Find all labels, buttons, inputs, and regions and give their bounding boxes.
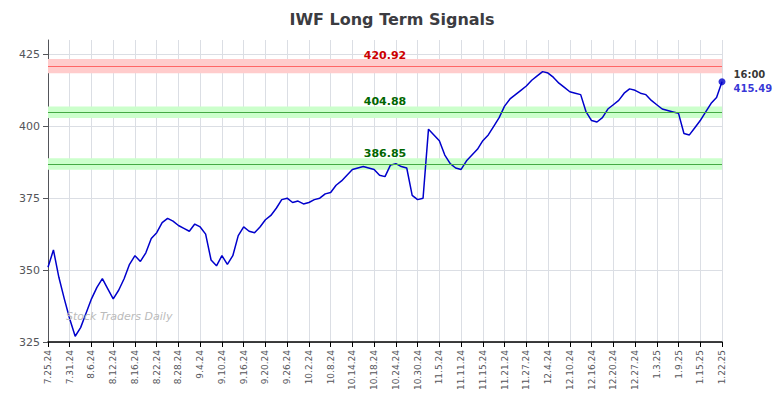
svg-text:9.26.24: 9.26.24 bbox=[282, 350, 292, 385]
svg-text:8.6.24: 8.6.24 bbox=[86, 350, 96, 379]
svg-text:10.30.24: 10.30.24 bbox=[413, 350, 423, 390]
svg-text:11.21.24: 11.21.24 bbox=[500, 350, 510, 390]
svg-text:8.28.24: 8.28.24 bbox=[173, 350, 183, 385]
svg-text:11.15.24: 11.15.24 bbox=[478, 350, 488, 390]
svg-text:16:00: 16:00 bbox=[734, 69, 766, 80]
svg-text:10.18.24: 10.18.24 bbox=[369, 350, 379, 390]
svg-text:10.8.24: 10.8.24 bbox=[326, 350, 336, 385]
svg-text:350: 350 bbox=[19, 264, 40, 277]
svg-text:IWF Long Term Signals: IWF Long Term Signals bbox=[289, 10, 494, 29]
svg-text:9.20.24: 9.20.24 bbox=[260, 350, 270, 385]
svg-text:11.11.24: 11.11.24 bbox=[456, 350, 466, 390]
svg-text:12.20.24: 12.20.24 bbox=[608, 350, 618, 390]
svg-text:400: 400 bbox=[19, 120, 40, 133]
svg-text:7.25.24: 7.25.24 bbox=[43, 350, 53, 385]
svg-text:12.16.24: 12.16.24 bbox=[587, 350, 597, 390]
svg-text:12.4.24: 12.4.24 bbox=[543, 350, 553, 385]
svg-text:1.3.25: 1.3.25 bbox=[652, 350, 662, 379]
svg-text:415.49: 415.49 bbox=[734, 83, 773, 94]
svg-text:9.16.24: 9.16.24 bbox=[239, 350, 249, 385]
svg-text:10.14.24: 10.14.24 bbox=[347, 350, 357, 390]
svg-text:10.2.24: 10.2.24 bbox=[304, 350, 314, 385]
svg-text:420.92: 420.92 bbox=[364, 49, 406, 62]
svg-text:1.9.25: 1.9.25 bbox=[674, 350, 684, 379]
svg-text:8.16.24: 8.16.24 bbox=[130, 350, 140, 385]
svg-text:7.31.24: 7.31.24 bbox=[65, 350, 75, 385]
svg-text:12.27.24: 12.27.24 bbox=[630, 350, 640, 390]
svg-text:8.22.24: 8.22.24 bbox=[152, 350, 162, 385]
svg-text:11.5.24: 11.5.24 bbox=[434, 350, 444, 385]
svg-text:12.10.24: 12.10.24 bbox=[565, 350, 575, 390]
svg-text:375: 375 bbox=[19, 192, 40, 205]
svg-text:8.12.24: 8.12.24 bbox=[108, 350, 118, 385]
svg-text:404.88: 404.88 bbox=[364, 95, 406, 108]
svg-text:10.24.24: 10.24.24 bbox=[391, 350, 401, 390]
svg-text:Stock Traders Daily: Stock Traders Daily bbox=[66, 310, 173, 323]
svg-text:11.27.24: 11.27.24 bbox=[521, 350, 531, 390]
svg-text:1.15.25: 1.15.25 bbox=[695, 350, 705, 384]
svg-text:325: 325 bbox=[19, 336, 40, 349]
svg-text:1.22.25: 1.22.25 bbox=[717, 350, 727, 384]
svg-text:9.10.24: 9.10.24 bbox=[217, 350, 227, 385]
svg-text:425: 425 bbox=[19, 48, 40, 61]
svg-text:386.85: 386.85 bbox=[364, 147, 406, 160]
svg-text:9.4.24: 9.4.24 bbox=[195, 350, 205, 379]
